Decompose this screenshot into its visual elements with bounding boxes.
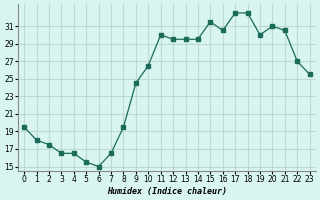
X-axis label: Humidex (Indice chaleur): Humidex (Indice chaleur) — [107, 187, 227, 196]
